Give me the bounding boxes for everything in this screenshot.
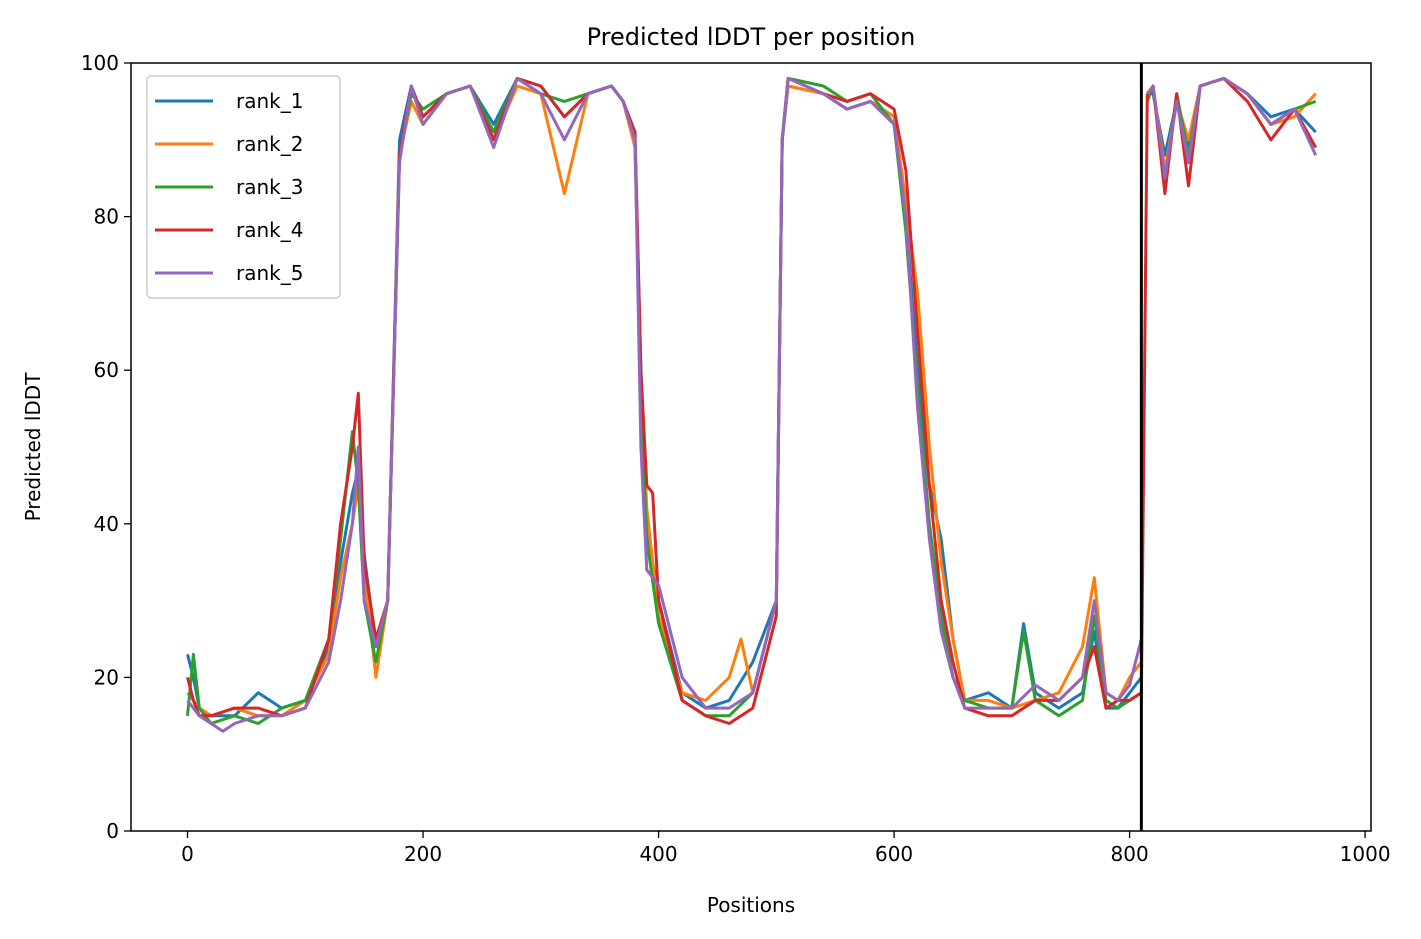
legend: rank_1 rank_2 rank_3 rank_4 rank_5 [146,75,341,299]
y-axis-label: Predicted lDDT [21,372,45,522]
series-line-rank-4 [186,76,1149,725]
x-axis: 0 200 400 600 800 1000 [181,831,1391,866]
legend-label: rank_2 [236,132,303,156]
legend-label: rank_1 [236,89,303,113]
y-tick-label: 100 [81,51,119,75]
plot-area [130,62,1372,832]
legend-label: rank_4 [236,218,303,242]
legend-box [146,75,341,299]
series-line-rank-5 [186,76,1143,733]
x-tick-label: 600 [875,842,913,866]
y-axis: 0 20 40 60 80 100 [81,51,131,843]
x-tick-label: 200 [404,842,442,866]
series-line-rank-5 [1146,76,1318,180]
x-tick-label: 400 [639,842,677,866]
y-tick-label: 40 [94,512,119,536]
x-tick-label: 800 [1111,842,1149,866]
x-tick-label: 1000 [1340,842,1391,866]
x-axis-label: Positions [707,893,795,917]
y-tick-label: 20 [94,665,119,689]
plot-frame [130,62,1372,832]
chart-title: Predicted lDDT per position [587,23,916,51]
legend-label: rank_3 [236,175,303,199]
series-layer [186,76,1318,733]
y-tick-label: 80 [94,205,119,229]
y-tick-label: 0 [106,819,119,843]
y-tick-label: 60 [94,358,119,382]
legend-label: rank_5 [236,261,303,285]
x-tick-label: 0 [181,842,194,866]
